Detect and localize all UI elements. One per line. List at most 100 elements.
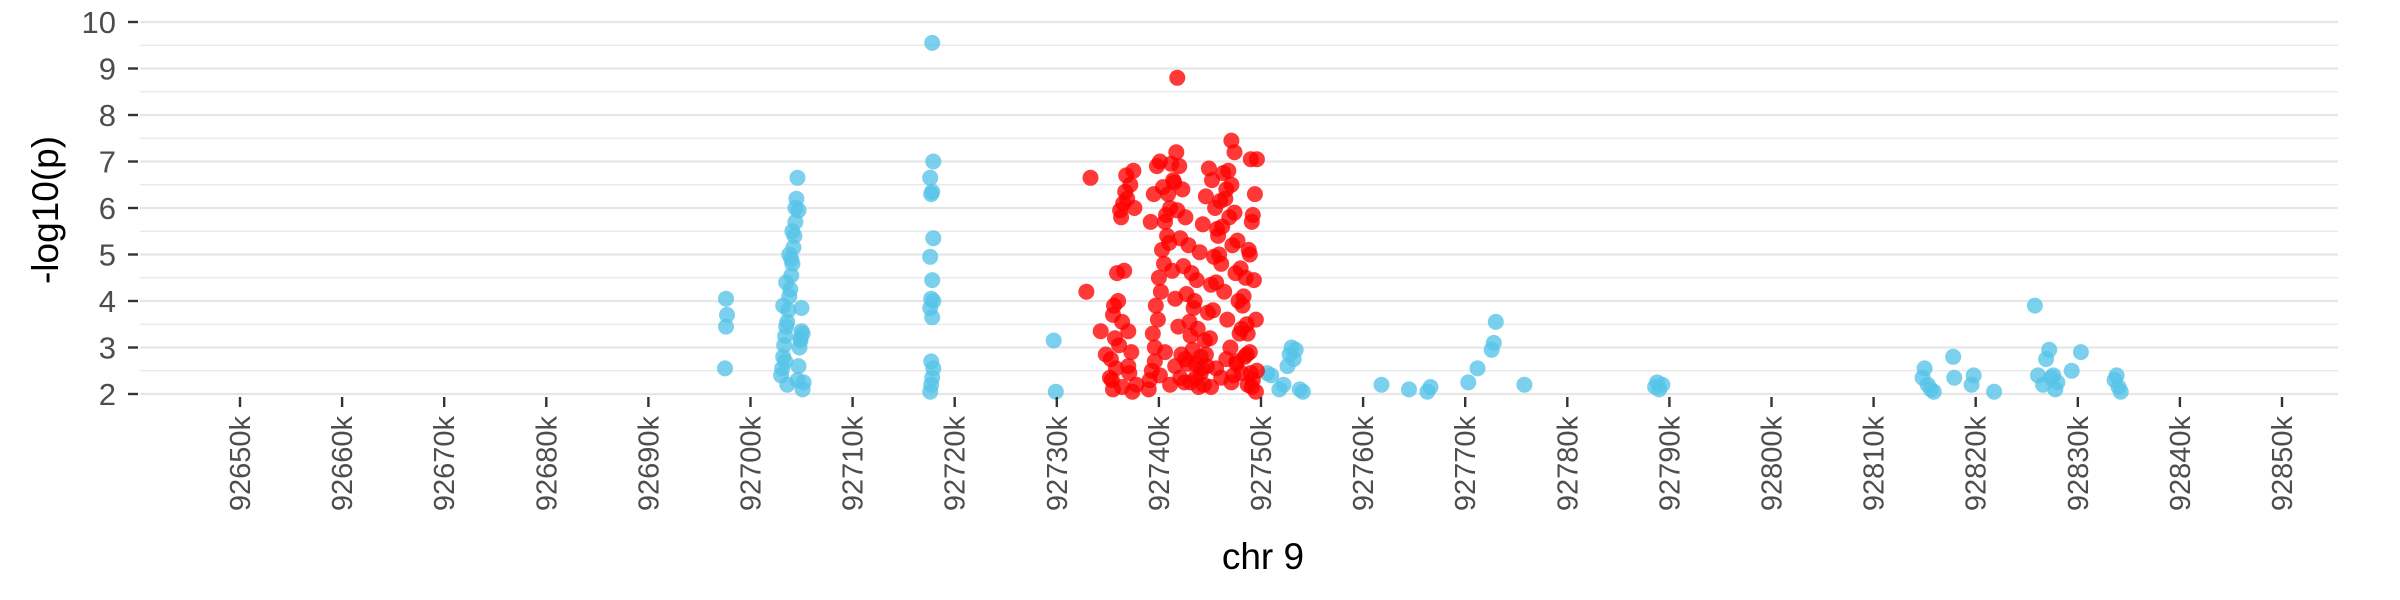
blue-point: [778, 274, 795, 291]
x-tick-label: 92830k: [2063, 416, 2095, 512]
red-point: [1233, 365, 1250, 382]
blue-point: [794, 325, 811, 342]
y-tick-label: 5: [99, 238, 116, 273]
red-point: [1082, 169, 1099, 186]
red-point: [1243, 379, 1260, 395]
blue-point: [923, 290, 940, 307]
red-point: [1142, 213, 1159, 230]
y-tick-label: 2: [99, 377, 116, 412]
red-point: [1078, 283, 1095, 300]
red-point: [1109, 265, 1125, 282]
red-point: [1248, 151, 1265, 168]
red-point: [1241, 246, 1258, 263]
red-point: [1248, 362, 1265, 379]
red-point: [1118, 167, 1135, 184]
red-point: [1144, 325, 1161, 342]
red-point: [1239, 325, 1256, 342]
red-point: [1192, 365, 1209, 382]
red-point: [1221, 209, 1238, 226]
red-point: [1117, 183, 1134, 200]
red-point: [1110, 293, 1127, 309]
x-tick-label: 92680k: [531, 416, 563, 512]
red-point: [1219, 311, 1236, 328]
blue-point: [790, 202, 807, 219]
red-point: [1123, 344, 1140, 361]
red-point: [1238, 346, 1255, 363]
blue-point: [779, 376, 796, 393]
x-tick-label: 92800k: [1757, 416, 1789, 512]
blue-point: [2063, 362, 2080, 379]
red-point: [1102, 351, 1119, 368]
blue-point: [1275, 376, 1292, 393]
red-point: [1185, 300, 1202, 316]
red-point: [1120, 323, 1137, 340]
blue-point: [793, 300, 810, 316]
red-point: [1147, 297, 1164, 314]
x-tick-label: 92770k: [1450, 416, 1482, 512]
blue-point: [1945, 348, 1962, 365]
red-point: [1206, 248, 1222, 265]
blue-point: [1045, 332, 1062, 349]
red-point: [1181, 313, 1198, 330]
blue-point: [1485, 334, 1502, 351]
blue-point: [2026, 297, 2043, 314]
red-point: [1163, 155, 1180, 172]
red-point: [1227, 265, 1244, 282]
blue-point: [922, 169, 939, 186]
x-tick-label: 92740k: [1144, 416, 1176, 512]
red-point: [1157, 213, 1173, 230]
red-point: [1230, 293, 1247, 309]
blue-point: [779, 313, 796, 330]
x-axis-title: chr 9: [1222, 536, 1304, 577]
blue-point: [924, 34, 941, 51]
blue-point: [2041, 341, 2058, 358]
x-tick-label: 92660k: [327, 416, 359, 512]
blue-point: [925, 153, 942, 170]
red-point: [1169, 69, 1186, 86]
red-point: [1244, 207, 1261, 223]
blue-point: [924, 183, 941, 200]
blue-point: [783, 251, 800, 268]
red-point: [1203, 276, 1219, 293]
x-tick-label: 92650k: [225, 416, 257, 512]
blue-point: [718, 318, 734, 335]
y-tick-label: 4: [99, 284, 116, 319]
blue-point: [1965, 367, 1982, 384]
y-tick-label: 6: [99, 191, 116, 226]
red-point: [1113, 209, 1130, 226]
y-tick-label: 7: [99, 145, 116, 180]
red-point: [1245, 272, 1262, 289]
blue-point: [718, 290, 734, 307]
blue-point: [1516, 376, 1533, 393]
red-point: [1197, 346, 1214, 363]
blue-point: [925, 230, 942, 247]
red-point: [1105, 306, 1121, 323]
red-point: [1196, 332, 1213, 349]
blue-point: [789, 169, 806, 186]
red-point: [1188, 272, 1205, 289]
x-tick-label: 92710k: [838, 416, 870, 512]
blue-point: [1986, 383, 2003, 400]
blue-point: [2072, 344, 2089, 361]
red-point: [1175, 258, 1192, 275]
blue-point: [922, 248, 939, 265]
red-point: [1178, 286, 1195, 302]
red-point: [1151, 367, 1168, 384]
red-point: [1247, 311, 1264, 328]
blue-point: [1946, 369, 1963, 386]
red-point: [1169, 202, 1186, 219]
y-tick-label: 3: [99, 331, 116, 366]
x-tick-label: 92690k: [633, 416, 665, 512]
red-point: [1216, 283, 1233, 300]
red-point: [1126, 200, 1143, 216]
red-point: [1092, 323, 1109, 340]
blue-point: [1294, 383, 1311, 400]
y-axis-title: -log10(p): [25, 136, 66, 284]
red-point: [1223, 374, 1240, 391]
red-point: [1203, 379, 1219, 395]
red-point: [1194, 216, 1211, 233]
red-point: [1107, 330, 1123, 347]
blue-point: [795, 374, 812, 391]
red-point: [1154, 241, 1170, 258]
blue-point: [777, 353, 794, 370]
